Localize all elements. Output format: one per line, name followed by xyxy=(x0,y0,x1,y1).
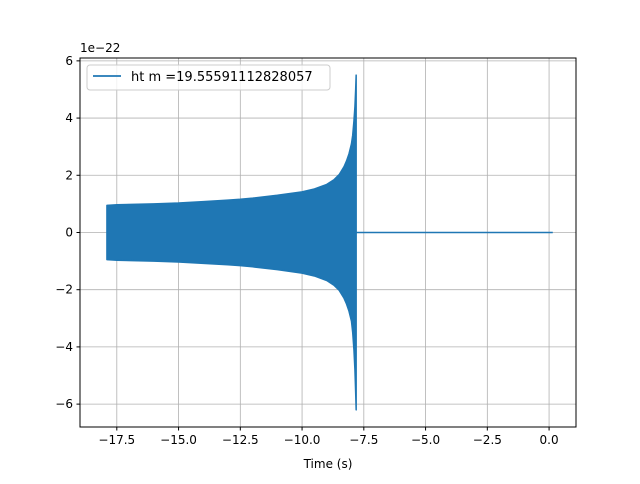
waveform-envelope xyxy=(106,74,357,411)
x-tick-label: −7.5 xyxy=(349,433,378,447)
legend-box xyxy=(86,64,331,91)
y-tick-label: 2 xyxy=(65,168,73,182)
plot-area xyxy=(106,74,553,411)
y-offset-label: 1e−22 xyxy=(80,41,120,55)
x-tick-label: −17.5 xyxy=(98,433,135,447)
x-tick-label: −10.0 xyxy=(284,433,321,447)
x-axis-label: Time (s) xyxy=(303,457,353,471)
y-tick-label: −6 xyxy=(55,397,73,411)
x-tick-label: −2.5 xyxy=(473,433,502,447)
y-tick-label: 0 xyxy=(65,225,73,239)
x-tick-label: −5.0 xyxy=(411,433,440,447)
ticks: −17.5 −15.0 −12.5 −10.0 −7.5 −5.0 −2.5 0.0 −6 −4 −… xyxy=(55,54,558,447)
y-tick-label: −2 xyxy=(55,283,73,297)
axes-frame xyxy=(79,57,577,428)
y-tick-label: −4 xyxy=(55,340,73,354)
legend: ht m =19.55591112828057 xyxy=(86,64,331,91)
y-tick-label: 4 xyxy=(65,111,73,125)
x-tick-label: −15.0 xyxy=(160,433,197,447)
legend-label: ht m =19.55591112828057 xyxy=(131,70,313,85)
x-tick-label: 0.0 xyxy=(540,433,559,447)
x-tick-label: −12.5 xyxy=(222,433,259,447)
y-tick-label: 6 xyxy=(65,54,73,68)
